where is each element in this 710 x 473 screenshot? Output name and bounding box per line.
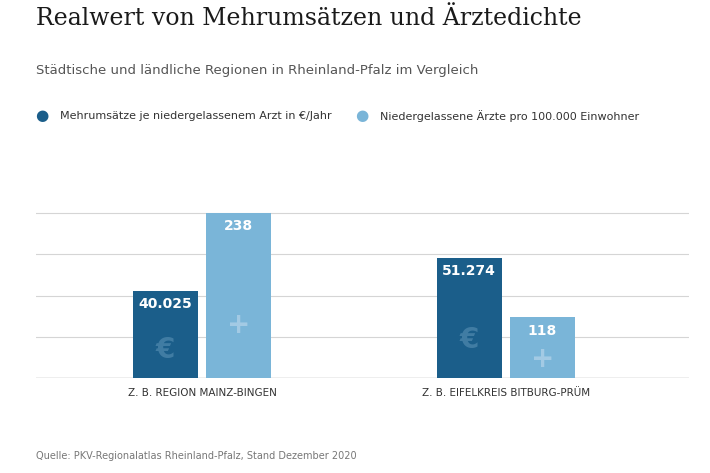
- Bar: [437, 257, 502, 378]
- Text: Z. B. REGION MAINZ-BINGEN: Z. B. REGION MAINZ-BINGEN: [128, 388, 276, 398]
- Text: €: €: [155, 336, 175, 364]
- Bar: [206, 213, 271, 378]
- Text: ●: ●: [36, 108, 49, 123]
- Text: Niedergelassene Ärzte pro 100.000 Einwohner: Niedergelassene Ärzte pro 100.000 Einwoh…: [380, 110, 639, 122]
- Text: €: €: [459, 326, 479, 354]
- Text: 118: 118: [528, 324, 557, 338]
- Text: Realwert von Mehrumsätzen und Ärztedichte: Realwert von Mehrumsätzen und Ärztedicht…: [36, 7, 581, 30]
- Bar: [133, 290, 198, 378]
- Text: ●: ●: [355, 108, 368, 123]
- Bar: [510, 317, 575, 378]
- Text: 51.274: 51.274: [442, 264, 496, 278]
- Text: Z. B. EIFELKREIS BITBURG-PRÜM: Z. B. EIFELKREIS BITBURG-PRÜM: [422, 388, 590, 398]
- Text: Städtische und ländliche Regionen in Rheinland-Pfalz im Vergleich: Städtische und ländliche Regionen in Rhe…: [36, 64, 478, 77]
- Text: +: +: [227, 311, 251, 340]
- Text: 40.025: 40.025: [138, 298, 192, 311]
- Text: Mehrumsätze je niedergelassenem Arzt in €/Jahr: Mehrumsätze je niedergelassenem Arzt in …: [60, 111, 332, 121]
- Text: Quelle: PKV-Regionalatlas Rheinland-Pfalz, Stand Dezember 2020: Quelle: PKV-Regionalatlas Rheinland-Pfal…: [36, 451, 356, 461]
- Text: 238: 238: [224, 219, 253, 234]
- Text: +: +: [530, 345, 554, 373]
